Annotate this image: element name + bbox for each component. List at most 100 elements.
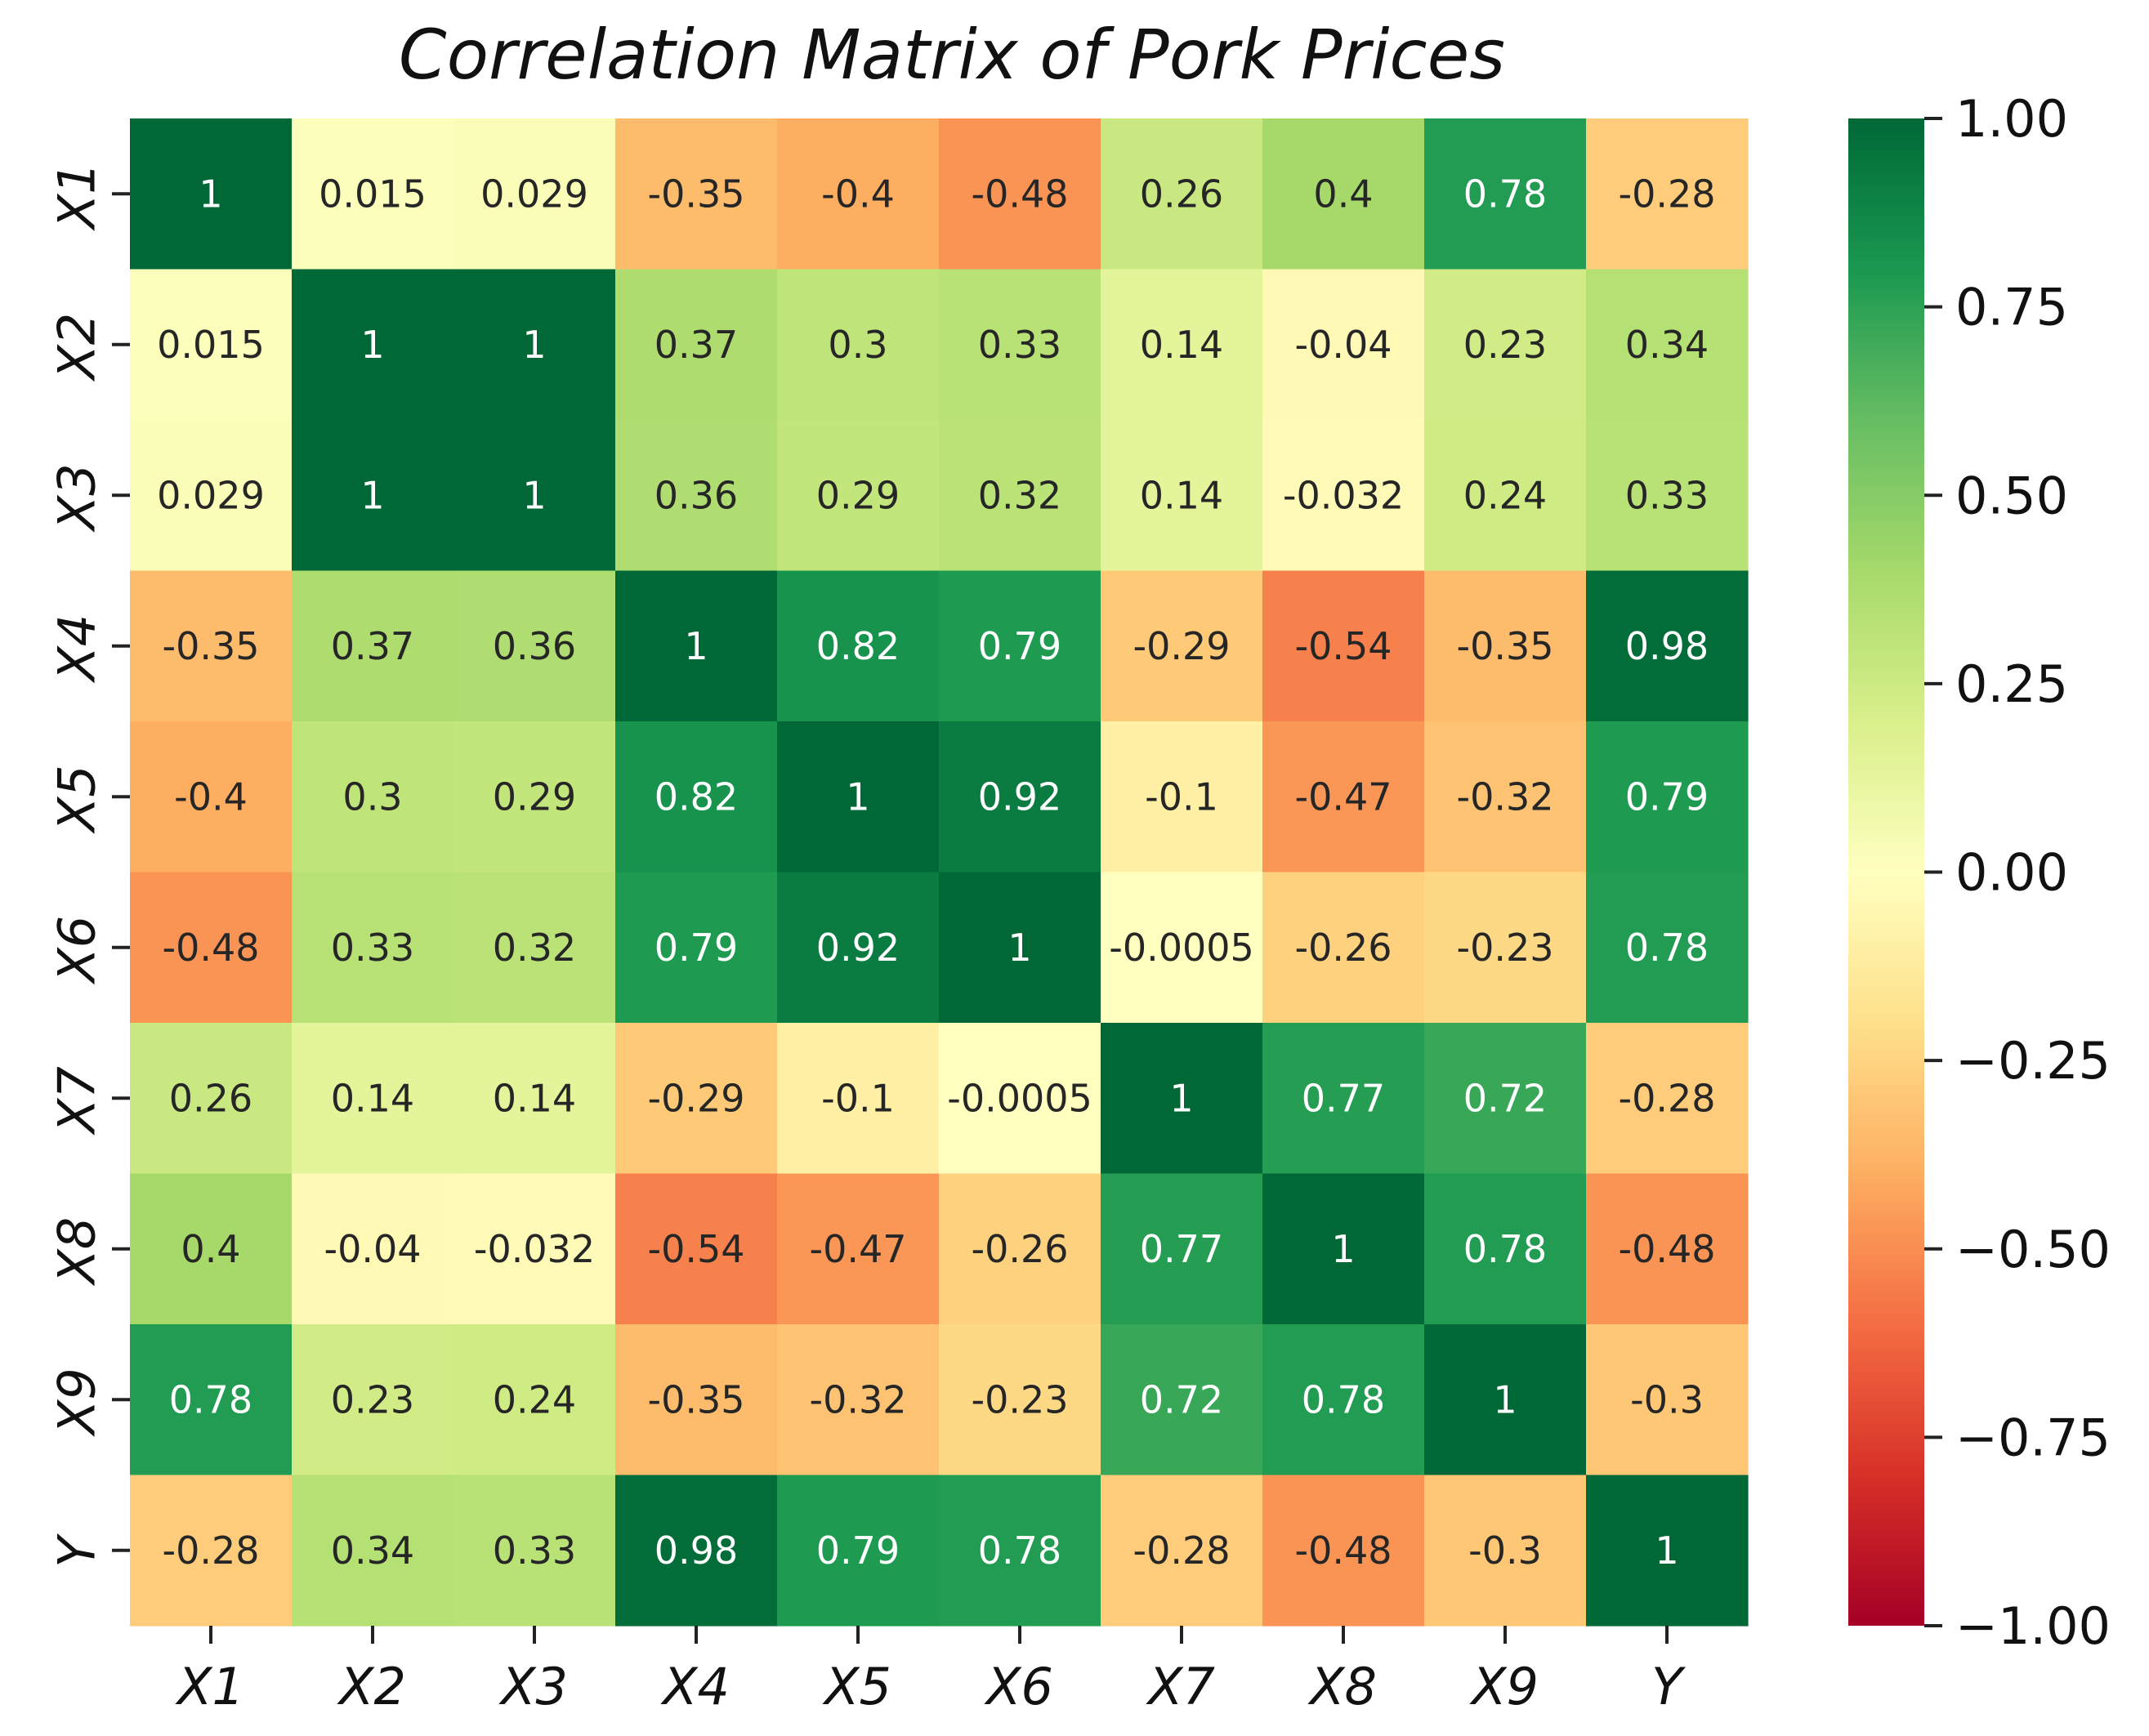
cell-value-label: -0.32 <box>1456 774 1553 819</box>
cell-value-label: -0.28 <box>1618 172 1715 216</box>
heatmap-cell <box>130 1324 293 1476</box>
heatmap-cell <box>777 1023 940 1175</box>
heatmap-cell <box>1101 570 1263 722</box>
heatmap-cell <box>939 1023 1101 1175</box>
cell-value-label: -0.47 <box>1294 774 1392 819</box>
x-tick-label: X3 <box>498 1657 568 1716</box>
heatmap-cell <box>777 118 940 270</box>
heatmap-cell <box>1262 1324 1425 1476</box>
heatmap-cell <box>1262 1023 1425 1175</box>
cell-value-label: 1 <box>684 624 708 668</box>
colorbar: 1.00 0.75 0.50 0.25 0.00 −0.25 −0.50 −0.75 −1.00 <box>1848 89 2111 1656</box>
heatmap-cell <box>292 1023 454 1175</box>
cell-value-label: -0.23 <box>971 1377 1068 1421</box>
cell-value-label: -0.28 <box>162 1528 259 1573</box>
cell-value-label: 0.37 <box>655 323 738 367</box>
heatmap-cell <box>939 1324 1101 1476</box>
heatmap-cell <box>615 420 778 572</box>
y-tick-label: X1 <box>47 162 107 231</box>
cell-value-label: -0.4 <box>821 172 895 216</box>
heatmap-cell <box>1101 420 1263 572</box>
heatmap-cell <box>292 1173 454 1325</box>
cell-value-label: -0.35 <box>162 624 259 668</box>
cell-value-label: 0.79 <box>816 1528 900 1573</box>
cell-value-label: -0.4 <box>174 774 248 819</box>
cell-value-label: 0.37 <box>331 624 414 668</box>
cell-value-label: 1 <box>1493 1377 1517 1421</box>
heatmap-cell <box>453 1173 616 1325</box>
heatmap-cell <box>453 1023 616 1175</box>
heatmap-cell <box>130 1173 293 1325</box>
cell-value-label: -0.35 <box>647 172 744 216</box>
heatmap-cell <box>615 118 778 270</box>
cell-value-label: 0.34 <box>1625 323 1709 367</box>
cell-value-label: 0.24 <box>493 1377 576 1421</box>
heatmap-cell <box>1424 1475 1587 1627</box>
y-tick-label: X4 <box>47 614 107 684</box>
cell-value-label: 1 <box>1655 1528 1678 1573</box>
cell-value-label: 0.4 <box>1313 172 1373 216</box>
y-axis: X1 X2 X3 X4 X5 X6 X7 X8 X9 Y <box>47 162 130 1568</box>
cell-value-label: -0.032 <box>474 1227 595 1271</box>
cell-value-label: 0.24 <box>1463 473 1547 517</box>
heatmap-cell <box>130 1023 293 1175</box>
cell-value-label: -0.0005 <box>1109 926 1254 970</box>
cell-value-label: 0.29 <box>816 473 900 517</box>
cell-value-label: 0.78 <box>1463 1227 1547 1271</box>
cell-value-label: 0.78 <box>1625 926 1709 970</box>
heatmap-cell <box>292 420 454 572</box>
cell-value-label: -0.32 <box>809 1377 906 1421</box>
cell-value-label: 0.79 <box>1625 774 1709 819</box>
cell-value-label: -0.1 <box>1145 774 1218 819</box>
heatmap-cell <box>615 872 778 1024</box>
heatmap-cell <box>1424 721 1587 873</box>
y-tick-label: X2 <box>47 313 107 382</box>
heatmap-cell <box>1586 269 1749 421</box>
heatmap-cell <box>1424 1023 1587 1175</box>
chart-title: Correlation Matrix of Pork Prices <box>399 15 1505 95</box>
heatmap-cell <box>939 721 1101 873</box>
x-tick-label: X4 <box>660 1657 730 1716</box>
cell-value-label: 1 <box>199 172 222 216</box>
cell-value-label: -0.28 <box>1133 1528 1230 1573</box>
y-tick-label: X9 <box>47 1368 107 1437</box>
cell-value-label: 1 <box>360 323 384 367</box>
heatmap-cell <box>1424 269 1587 421</box>
cell-value-label: -0.35 <box>1456 624 1553 668</box>
cell-value-label: 1 <box>360 473 384 517</box>
cell-value-label: 0.77 <box>1140 1227 1223 1271</box>
x-tick-label: Y <box>1651 1657 1686 1716</box>
heatmap-cell <box>453 721 616 873</box>
cell-value-label: -0.26 <box>1294 926 1392 970</box>
heatmap-cell <box>1262 570 1425 722</box>
cell-value-label: 0.98 <box>655 1528 738 1573</box>
cell-value-label: -0.26 <box>971 1227 1068 1271</box>
cell-value-label: 0.79 <box>655 926 738 970</box>
cell-value-label: 0.32 <box>493 926 576 970</box>
heatmap-cell <box>1586 721 1749 873</box>
cell-value-label: -0.23 <box>1456 926 1553 970</box>
cell-value-label: 0.33 <box>493 1528 576 1573</box>
cell-value-label: -0.48 <box>971 172 1068 216</box>
heatmap-cell <box>615 269 778 421</box>
heatmap-cell <box>130 118 293 270</box>
cell-value-label: -0.04 <box>1294 323 1392 367</box>
cell-value-label: 0.14 <box>1140 473 1223 517</box>
heatmap-cell <box>615 721 778 873</box>
heatmap-cell <box>292 872 454 1024</box>
heatmap-cell <box>1424 118 1587 270</box>
cell-value-label: 0.92 <box>978 774 1061 819</box>
heatmap-cells: 1 0.015 0.029 -0.35 -0.4 -0.48 0.26 0.4 0.78 -0.2… <box>130 118 1749 1627</box>
heatmap-cell <box>1586 420 1749 572</box>
cell-value-label: -0.54 <box>647 1227 744 1271</box>
colorbar-tick-label: −0.50 <box>1955 1220 2111 1279</box>
heatmap-cell <box>292 1475 454 1627</box>
heatmap-cell <box>130 420 293 572</box>
heatmap-cell <box>939 872 1101 1024</box>
cell-value-label: 0.32 <box>978 473 1061 517</box>
cell-value-label: 0.77 <box>1302 1076 1385 1120</box>
heatmap-cell <box>1586 1324 1749 1476</box>
heatmap-cell <box>1101 1324 1263 1476</box>
cell-value-label: 0.015 <box>319 172 427 216</box>
